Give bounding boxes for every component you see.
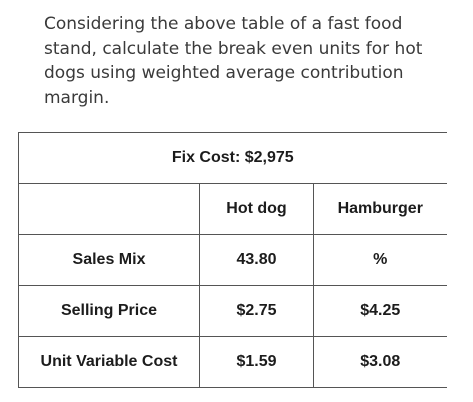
- fix-cost-cell: Fix Cost: $2,975: [17, 132, 447, 184]
- table-row-fix-cost: Fix Cost: $2,975: [17, 132, 447, 184]
- header-empty-cell: [18, 183, 200, 235]
- header-hamburger: Hamburger: [312, 183, 447, 235]
- header-hot-dog: Hot dog: [199, 183, 314, 235]
- hamburger-value: $3.08: [312, 336, 447, 388]
- table-header-row: Hot dog Hamburger: [18, 183, 447, 235]
- table-row: Unit Variable Cost $1.59 $3.08: [18, 336, 447, 388]
- table-row: Sales Mix 43.80 %: [18, 234, 447, 286]
- hot-dog-value: 43.80: [199, 234, 314, 286]
- row-label: Sales Mix: [18, 234, 200, 286]
- hamburger-value: %: [312, 234, 447, 286]
- cost-table: Fix Cost: $2,975 Hot dog Hamburger Sales…: [17, 132, 447, 388]
- hot-dog-value: $2.75: [199, 285, 314, 337]
- hamburger-value: $4.25: [312, 285, 447, 337]
- table-row: Selling Price $2.75 $4.25: [18, 285, 447, 337]
- row-label: Unit Variable Cost: [18, 336, 200, 388]
- row-label: Selling Price: [18, 285, 200, 337]
- question-text: Considering the above table of a fast fo…: [44, 14, 423, 108]
- hot-dog-value: $1.59: [199, 336, 314, 388]
